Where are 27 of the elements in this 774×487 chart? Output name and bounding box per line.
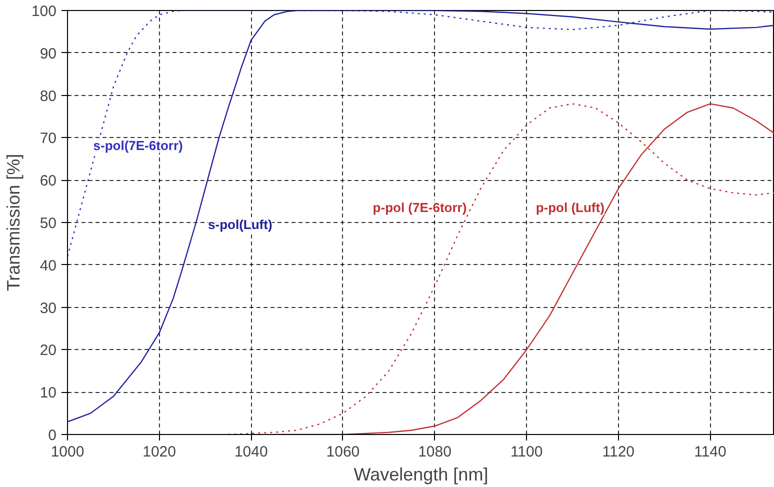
- y-tick-label: 50: [40, 215, 57, 232]
- y-tick-label: 90: [40, 45, 57, 62]
- x-tick-label: 1140: [694, 444, 726, 460]
- x-tick-label: 1020: [142, 444, 176, 460]
- y-tick-label: 60: [40, 172, 57, 190]
- series-label: s-pol(7E-6torr): [93, 138, 183, 154]
- x-tick-label: 1080: [418, 444, 452, 460]
- y-tick-label: 0: [48, 427, 56, 444]
- line-series: [68, 10, 774, 422]
- y-tick-label: 100: [31, 3, 57, 20]
- x-tick-label: 1000: [50, 444, 84, 460]
- y-tick-label: 40: [40, 257, 57, 274]
- y-axis-title: Transmission [%]: [3, 154, 24, 292]
- series-label: p-pol (7E-6torr): [372, 200, 467, 216]
- y-tick-label: 20: [40, 342, 57, 360]
- x-tick-label: 1060: [326, 444, 360, 460]
- y-tick-label: 70: [40, 130, 57, 148]
- x-axis-title: Wavelength [nm]: [354, 464, 488, 484]
- y-tick-label: 30: [40, 300, 57, 317]
- line-series: [68, 10, 774, 258]
- x-tick-label: 1040: [234, 444, 268, 460]
- y-tick-label: 10: [40, 384, 57, 402]
- x-tick-label: 1120: [602, 444, 635, 460]
- x-tick-label: 1100: [510, 444, 543, 460]
- series-label: s-pol(Luft): [208, 217, 272, 232]
- y-tick-label: 80: [40, 88, 57, 105]
- series-label: p-pol (Luft): [536, 200, 604, 216]
